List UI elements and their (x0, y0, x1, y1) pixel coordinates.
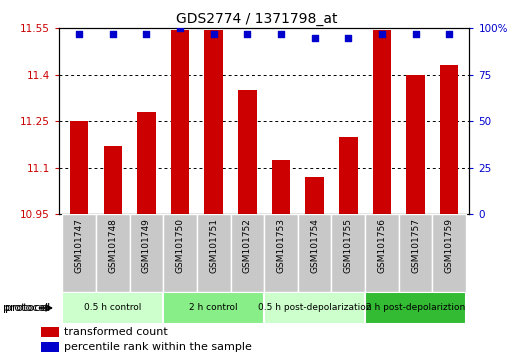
Bar (305, 177, 324, 214)
Text: protocol: protocol (5, 303, 50, 313)
Bar (96, 214, 130, 292)
Text: percentile rank within the sample: percentile rank within the sample (64, 342, 252, 352)
Text: 0.5 h control: 0.5 h control (84, 303, 142, 313)
Bar (432, 214, 466, 292)
Text: GSM101752: GSM101752 (243, 218, 252, 273)
Text: protocol: protocol (3, 303, 48, 313)
Point (75, 31, 83, 37)
Point (411, 31, 420, 37)
Bar (70, 121, 88, 214)
Point (109, 31, 117, 37)
Bar (205, 30, 223, 214)
Point (445, 31, 453, 37)
Bar (365, 214, 399, 292)
Bar (399, 214, 432, 292)
Text: GSM101756: GSM101756 (378, 218, 386, 273)
Bar (298, 214, 331, 292)
Bar (264, 292, 365, 324)
Text: GSM101751: GSM101751 (209, 218, 218, 273)
Bar (41, 327, 59, 337)
Point (344, 35, 352, 40)
Text: GSM101757: GSM101757 (411, 218, 420, 273)
Bar (137, 112, 156, 214)
Text: GSM101748: GSM101748 (108, 218, 117, 273)
Bar (440, 65, 459, 214)
Text: GSM101759: GSM101759 (445, 218, 453, 273)
Bar (104, 146, 122, 214)
Point (310, 35, 319, 40)
Text: GSM101750: GSM101750 (175, 218, 185, 273)
Bar (63, 214, 96, 292)
Bar (272, 160, 290, 214)
Bar (372, 30, 391, 214)
Bar (238, 90, 256, 214)
Point (277, 31, 285, 37)
Bar (406, 75, 425, 214)
Bar (197, 214, 230, 292)
Point (243, 31, 251, 37)
Text: 2 h control: 2 h control (189, 303, 238, 313)
Text: GSM101755: GSM101755 (344, 218, 353, 273)
Bar (339, 137, 358, 214)
Bar (163, 292, 264, 324)
Point (210, 31, 218, 37)
Text: GSM101753: GSM101753 (277, 218, 286, 273)
Point (378, 31, 386, 37)
Bar (171, 30, 189, 214)
Bar (331, 214, 365, 292)
Bar (230, 214, 264, 292)
Text: GSM101747: GSM101747 (75, 218, 84, 273)
Point (176, 25, 184, 31)
Bar (365, 292, 466, 324)
Text: GSM101749: GSM101749 (142, 218, 151, 273)
Text: GDS2774 / 1371798_at: GDS2774 / 1371798_at (176, 12, 337, 27)
Bar (130, 214, 163, 292)
Bar (63, 292, 163, 324)
Point (142, 31, 150, 37)
Bar (163, 214, 197, 292)
Bar (41, 342, 59, 353)
Text: 2 h post-depolariztion: 2 h post-depolariztion (366, 303, 465, 313)
Text: GSM101754: GSM101754 (310, 218, 319, 273)
Text: 0.5 h post-depolarization: 0.5 h post-depolarization (258, 303, 371, 313)
Text: transformed count: transformed count (64, 327, 168, 337)
Bar (264, 214, 298, 292)
